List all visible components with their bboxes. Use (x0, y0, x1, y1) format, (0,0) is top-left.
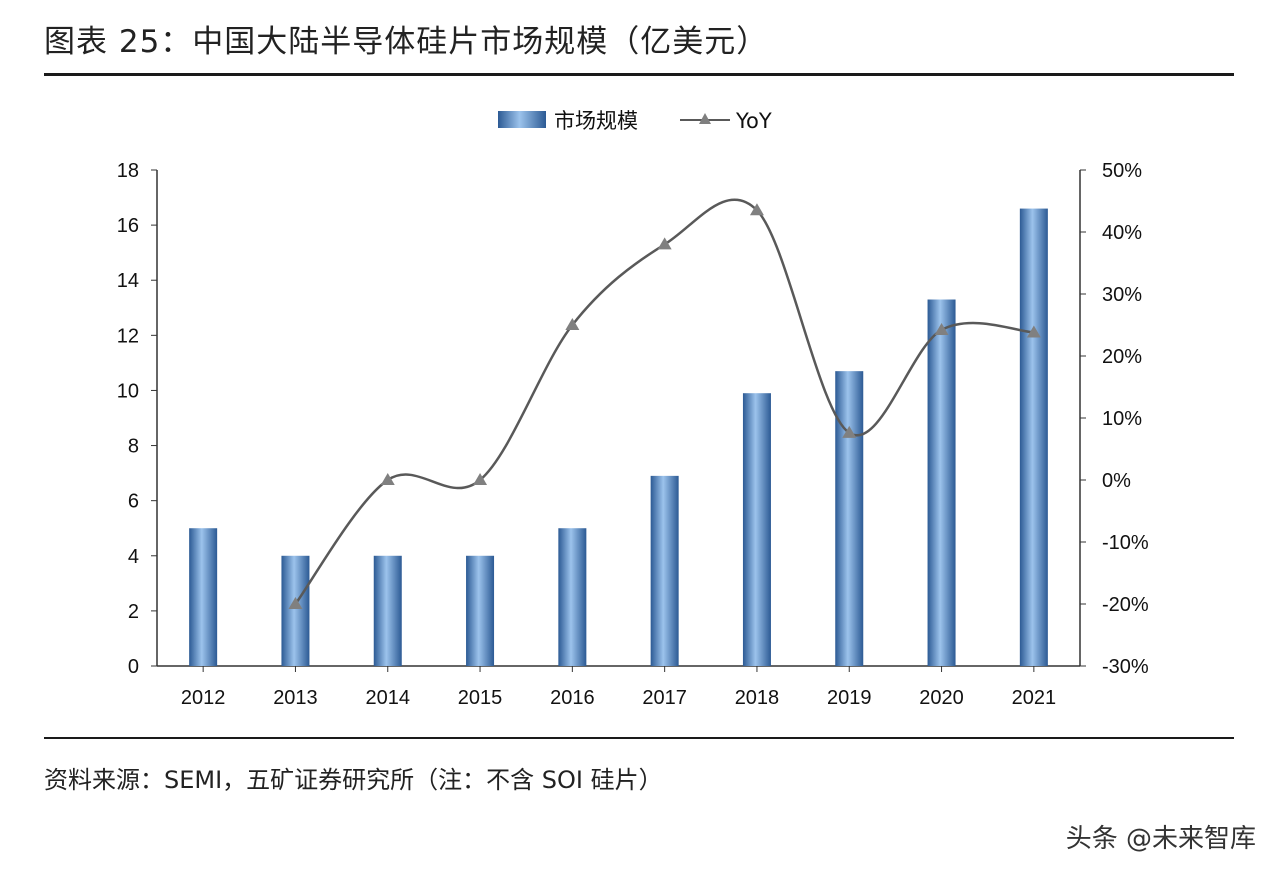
right-tick-label: -20% (1102, 594, 1149, 616)
right-tick-label: 40% (1102, 222, 1142, 244)
bar-2012 (189, 528, 218, 666)
bar-2017 (650, 475, 679, 666)
right-tick-label: -30% (1102, 656, 1149, 678)
bar-2019 (835, 371, 864, 666)
x-tick-label: 2012 (181, 687, 226, 709)
bar-2013 (281, 555, 310, 666)
right-tick-label: 0% (1102, 470, 1131, 492)
x-tick-label: 2018 (735, 687, 780, 709)
bar-2014 (373, 555, 402, 666)
left-tick-label: 10 (117, 380, 139, 402)
x-tick-label: 2021 (1012, 687, 1057, 709)
left-tick-label: 2 (128, 601, 139, 623)
yoy-marker (657, 237, 672, 250)
right-tick-label: 30% (1102, 284, 1142, 306)
left-tick-label: 14 (117, 270, 139, 292)
x-tick-label: 2016 (550, 687, 595, 709)
bar-2020 (927, 299, 956, 666)
chart-title: 图表 25：中国大陆半导体硅片市场规模（亿美元） (44, 24, 769, 60)
yoy-marker (565, 318, 580, 330)
yoy-marker (380, 473, 395, 485)
right-tick-label: 10% (1102, 408, 1142, 430)
bar-2016 (558, 528, 587, 666)
yoy-marker (288, 597, 303, 609)
x-tick-label: 2020 (919, 687, 964, 709)
watermark: 头条 @未来智库 (1065, 824, 1256, 854)
x-tick-label: 2017 (642, 687, 687, 709)
left-tick-label: 18 (117, 160, 139, 182)
x-tick-label: 2019 (827, 687, 872, 709)
bar-2021 (1019, 208, 1048, 667)
legend-bar-swatch (498, 111, 546, 128)
source-rule (44, 737, 1234, 739)
legend: 市场规模 YoY (498, 109, 772, 133)
left-tick-label: 6 (128, 491, 139, 513)
left-tick-label: 12 (117, 325, 139, 347)
x-tick-label: 2015 (458, 687, 503, 709)
yoy-marker (842, 425, 857, 438)
bar-2015 (466, 555, 495, 666)
legend-triangle-icon (699, 113, 711, 124)
yoy-marker (934, 322, 949, 335)
right-tick-label: 50% (1102, 160, 1142, 182)
left-tick-label: 16 (117, 215, 139, 237)
legend-label-market: 市场规模 (554, 109, 638, 133)
title-rule (44, 73, 1234, 76)
yoy-marker (473, 473, 488, 485)
source-note: 资料来源：SEMI，五矿证券研究所（注：不含 SOI 硅片） (44, 766, 663, 794)
legend-label-yoy: YoY (735, 109, 772, 133)
left-tick-label: 8 (128, 436, 139, 458)
right-tick-label: 20% (1102, 346, 1142, 368)
left-tick-label: 4 (128, 546, 139, 568)
right-tick-label: -10% (1102, 532, 1149, 554)
bar-2018 (742, 393, 771, 666)
yoy-marker (1026, 325, 1041, 338)
x-tick-label: 2014 (366, 687, 411, 709)
x-tick-label: 2013 (273, 687, 318, 709)
left-tick-label: 0 (128, 656, 139, 678)
yoy-marker (749, 203, 764, 216)
